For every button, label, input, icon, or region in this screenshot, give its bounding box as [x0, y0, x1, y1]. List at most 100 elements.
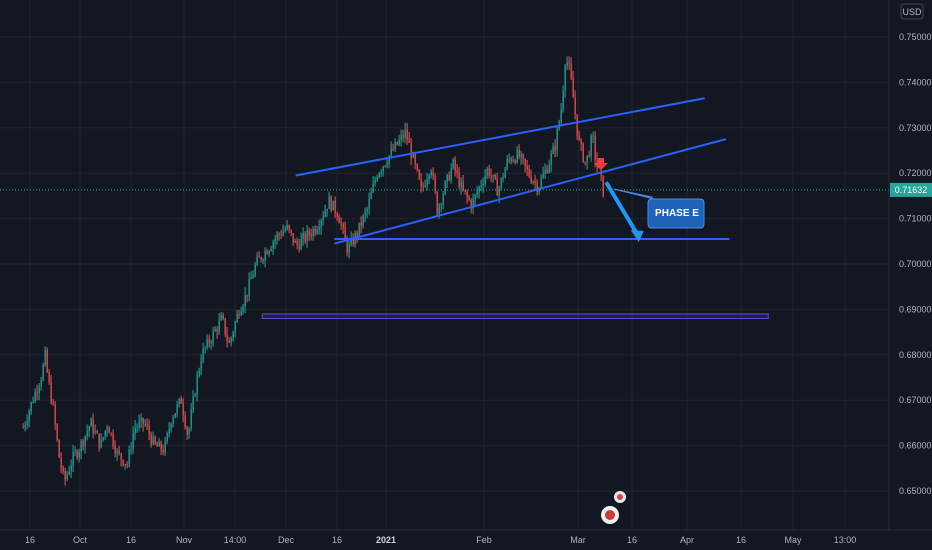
candle — [368, 192, 370, 215]
candle — [490, 168, 492, 183]
candle — [228, 337, 230, 344]
price-zone[interactable] — [261, 313, 769, 319]
candle — [100, 433, 102, 449]
candle — [564, 63, 566, 98]
candle — [226, 327, 228, 348]
candle — [220, 311, 222, 321]
candle — [80, 439, 82, 459]
price-tick-label: 0.68000 — [899, 350, 932, 360]
currency-button[interactable]: USD — [900, 3, 924, 20]
candle — [466, 189, 468, 204]
candle — [160, 440, 162, 456]
candle — [188, 426, 190, 440]
candle — [336, 211, 338, 222]
candle — [44, 346, 46, 367]
phase-e-label: PHASE E — [655, 208, 699, 219]
time-tick-label: Apr — [680, 535, 694, 545]
candle — [288, 224, 290, 234]
candle — [474, 193, 476, 206]
candle — [484, 169, 486, 187]
candle — [270, 246, 272, 252]
candle — [302, 227, 304, 246]
candle — [294, 238, 296, 244]
candle — [146, 418, 148, 431]
candle — [84, 435, 86, 454]
candle — [462, 175, 464, 192]
candle — [324, 204, 326, 218]
candle — [344, 221, 346, 239]
candle — [334, 196, 336, 219]
price-tick-label: 0.70000 — [899, 259, 932, 269]
candle — [432, 167, 434, 180]
candle — [170, 422, 172, 433]
zone-layer — [261, 313, 769, 319]
candle — [208, 334, 210, 348]
candle — [142, 417, 144, 432]
candle — [24, 421, 26, 432]
candle — [132, 426, 134, 455]
candle — [52, 398, 54, 406]
candle — [158, 437, 160, 447]
candle — [472, 193, 474, 215]
candle — [210, 339, 212, 350]
candle — [436, 191, 438, 216]
candle — [180, 395, 182, 405]
candle — [58, 439, 60, 459]
trendline[interactable] — [334, 138, 727, 245]
phase-e-callout[interactable]: PHASE E — [614, 188, 705, 229]
candle — [62, 465, 64, 475]
candle — [136, 423, 138, 433]
candle — [450, 163, 452, 184]
chart-grid — [0, 0, 889, 530]
candle — [120, 452, 122, 467]
candle — [182, 398, 184, 423]
time-axis[interactable]: 16 Oct 16 Nov 14:00 Dec 16 2021 Feb Mar 16 Apr 16 May… — [25, 535, 856, 545]
candle — [330, 195, 332, 213]
candle — [446, 174, 448, 189]
candle — [144, 419, 146, 428]
candle — [202, 342, 204, 364]
candle — [174, 413, 176, 419]
candle — [38, 383, 40, 401]
candle — [272, 239, 274, 255]
candle — [414, 151, 416, 170]
candle — [258, 251, 260, 258]
candle — [582, 142, 584, 163]
candle — [56, 422, 58, 442]
price-tick-label: 0.65000 — [899, 486, 932, 496]
candle — [308, 227, 310, 241]
candle — [212, 326, 214, 347]
candle — [116, 448, 118, 461]
time-tick-label: 13:00 — [834, 535, 857, 545]
candle — [192, 389, 194, 414]
candle — [216, 326, 218, 339]
price-axis[interactable]: 0.65000 0.66000 0.67000 0.68000 0.69000 0.700… — [899, 32, 932, 496]
candle — [46, 347, 48, 374]
candle — [310, 228, 312, 241]
candle — [306, 225, 308, 248]
candle — [130, 441, 132, 455]
candle — [22, 423, 24, 429]
trendline[interactable] — [295, 97, 705, 177]
event-icons[interactable] — [601, 491, 626, 524]
candle — [480, 180, 482, 191]
candle — [278, 231, 280, 241]
candle — [156, 441, 158, 447]
candle — [516, 146, 518, 164]
candle — [286, 219, 288, 231]
candle — [322, 211, 324, 226]
candle — [204, 346, 206, 354]
candle — [602, 175, 604, 198]
candle — [560, 102, 562, 127]
candle — [522, 153, 524, 165]
projection-arrow[interactable] — [604, 181, 644, 243]
candle — [540, 174, 542, 190]
candle — [544, 163, 546, 179]
candle — [312, 226, 314, 241]
candle — [252, 270, 254, 279]
candle — [260, 256, 262, 263]
candle — [440, 202, 442, 213]
candle — [468, 194, 470, 202]
candle — [404, 122, 406, 144]
